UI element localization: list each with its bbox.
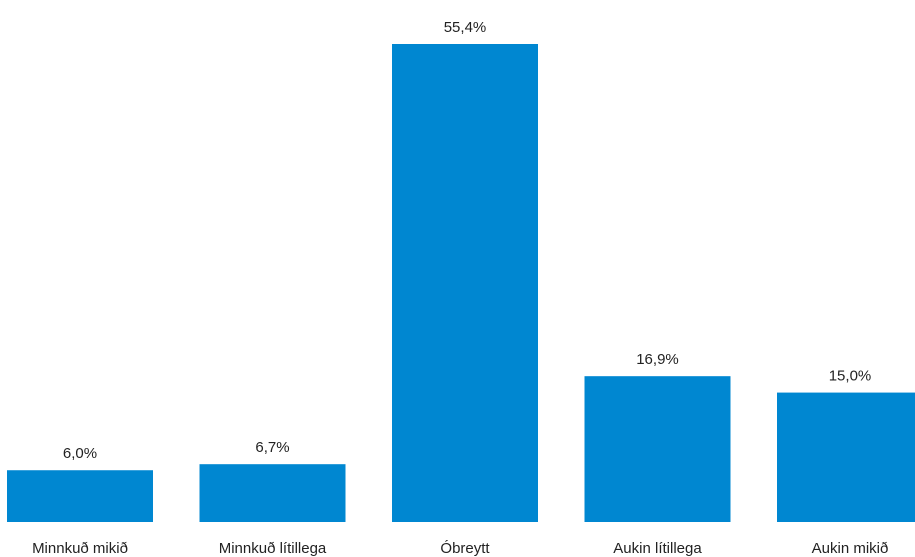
category-label-1: Minnkuð mikið bbox=[32, 540, 128, 557]
value-label-4: 16,9% bbox=[636, 351, 679, 368]
value-label-2: 6,7% bbox=[255, 439, 289, 456]
category-label-4: Aukin lítillega bbox=[613, 540, 702, 557]
category-labels-layer: Minnkuð mikið Minnkuð lítillega Óbreytt Auk… bbox=[32, 540, 888, 557]
category-label-5: Aukin mikið bbox=[812, 540, 889, 557]
value-labels-layer: 6,0% 6,7% 55,4% 16,9% 15,0% bbox=[63, 19, 871, 462]
category-label-2: Minnkuð lítillega bbox=[219, 540, 327, 557]
bar-4 bbox=[584, 376, 731, 522]
value-label-1: 6,0% bbox=[63, 445, 97, 462]
bar-5 bbox=[777, 392, 915, 522]
bar-3 bbox=[392, 44, 538, 522]
bar-2 bbox=[199, 464, 346, 522]
category-label-3: Óbreytt bbox=[440, 540, 490, 557]
value-label-3: 55,4% bbox=[444, 19, 487, 36]
bars-layer bbox=[7, 44, 915, 522]
value-label-5: 15,0% bbox=[829, 368, 872, 385]
bar-1 bbox=[7, 470, 153, 522]
